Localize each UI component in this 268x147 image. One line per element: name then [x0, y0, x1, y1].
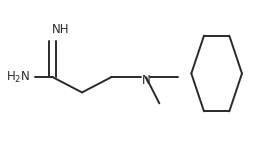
Text: N: N [142, 74, 150, 87]
Text: NH: NH [52, 23, 69, 36]
Text: H$_2$N: H$_2$N [6, 70, 30, 85]
